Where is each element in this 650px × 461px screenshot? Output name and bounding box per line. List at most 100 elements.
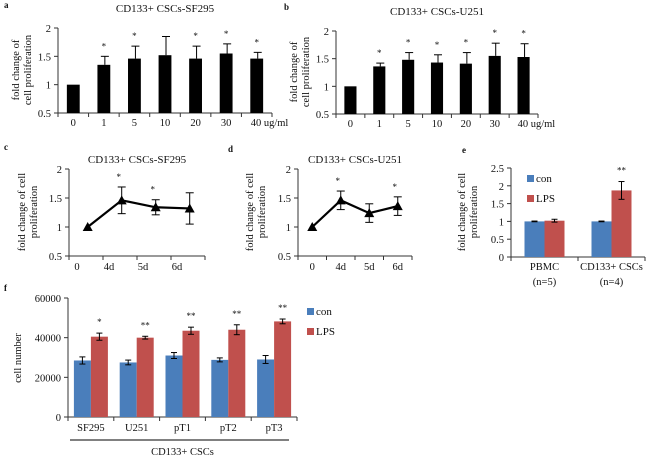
bar-lps xyxy=(90,336,108,417)
y-axis-label-line: proliferation xyxy=(469,185,480,238)
bar-lps xyxy=(274,321,292,417)
chart-panel-c: c CD133+ CSCs-SF295 fold change of cellpro… xyxy=(4,142,206,273)
significance-marker: ** xyxy=(278,303,288,313)
y-tick-label: 60000 xyxy=(35,294,61,305)
y-axis-label: fold change of cellproliferation xyxy=(17,173,40,252)
x-tick-label: pT2 xyxy=(220,423,237,434)
legend-swatch-lps xyxy=(527,195,534,202)
bar-con xyxy=(119,362,137,417)
data-point-triangle xyxy=(82,222,93,231)
bar-con xyxy=(591,221,612,257)
panel-letter: d xyxy=(228,144,233,154)
significance-marker: * xyxy=(377,48,382,58)
bar xyxy=(373,66,386,114)
x-tick-label: PBMC xyxy=(530,262,559,273)
significance-marker: * xyxy=(102,41,107,51)
y-tick-label: 20000 xyxy=(35,373,61,384)
y-tick-label: 1 xyxy=(499,217,504,228)
x-tick-label: 0 xyxy=(348,119,353,130)
significance-marker: ** xyxy=(141,320,151,330)
bar-con xyxy=(257,359,275,417)
data-line xyxy=(87,199,190,228)
significance-marker: * xyxy=(193,31,198,41)
y-tick-label: 1 xyxy=(46,81,51,92)
x-tick-label: CD133+ CSCs xyxy=(580,262,643,273)
y-tick-label: 1 xyxy=(57,223,62,234)
y-tick-label: 40000 xyxy=(35,334,61,345)
legend-swatch-lps xyxy=(307,328,314,335)
bar xyxy=(97,64,111,113)
chart-title: CD133+ CSCs-U251 xyxy=(390,6,484,18)
data-point-triangle xyxy=(116,195,127,205)
x-tick-label: SF295 xyxy=(77,423,104,434)
x-tick-label: 4d xyxy=(104,262,115,273)
bar xyxy=(128,58,141,113)
bar xyxy=(488,55,501,114)
bar-lps xyxy=(136,337,154,417)
chart-panel-e: e fold change of cellproliferation 0 0.5 1 1.… xyxy=(457,145,646,288)
panel-letter: a xyxy=(4,0,9,10)
y-tick-label: 0.5 xyxy=(278,252,291,263)
y-tick-label: 2 xyxy=(46,24,51,35)
y-axis-label-line: proliferation xyxy=(29,185,40,238)
y-tick-label: 0.5 xyxy=(316,110,329,121)
x-tick-label: 1 xyxy=(377,119,382,130)
y-tick-label: 0.5 xyxy=(491,235,504,246)
x-tick-label: 1 xyxy=(101,118,106,129)
y-tick-label: 2.5 xyxy=(491,164,504,175)
significance-marker: * xyxy=(150,185,155,195)
legend-swatch-con xyxy=(307,308,314,315)
y-tick-label: 0.5 xyxy=(38,109,51,120)
data-point-triangle xyxy=(335,195,346,205)
panel-letter: e xyxy=(462,145,466,155)
x-tick-label: 5d xyxy=(138,262,149,273)
bar-lps xyxy=(182,330,200,417)
x-tick-label: 10 xyxy=(160,118,171,129)
data-point-triangle xyxy=(364,208,375,218)
data-point-triangle xyxy=(150,202,161,212)
x-axis-label: CD133+ CSCs xyxy=(151,447,214,458)
legend-label-con: con xyxy=(536,173,552,185)
y-tick-label: 1.5 xyxy=(49,194,62,205)
significance-marker: * xyxy=(132,31,137,41)
chart-panel-d: d CD133+ CSCs-U251 fold change of cellprol… xyxy=(228,144,413,273)
bar xyxy=(250,58,264,113)
x-tick-label: 5 xyxy=(406,119,411,130)
bar-con xyxy=(165,355,183,417)
chart-title: CD133+ CSCs-SF295 xyxy=(116,3,215,15)
bar xyxy=(430,62,444,114)
x-tick-label: 6d xyxy=(393,262,404,273)
bar-lps xyxy=(611,190,632,257)
x-tick-label: 0 xyxy=(310,262,315,273)
y-axis-label-line: cell proliferation xyxy=(301,36,312,107)
panel-letter: f xyxy=(4,283,8,293)
y-tick-label: 1.5 xyxy=(491,200,504,211)
significance-marker: * xyxy=(254,37,259,47)
panel-letter: c xyxy=(4,142,8,152)
x-tick-label: 40 ug/ml xyxy=(251,118,289,129)
chart-title: CD133+ CSCs-SF295 xyxy=(88,154,187,166)
bar-lps xyxy=(228,329,246,417)
y-tick-label: 0 xyxy=(499,253,504,264)
bar xyxy=(219,53,233,113)
y-tick-label: 2 xyxy=(324,27,329,38)
y-axis-label: fold change of cellproliferation xyxy=(245,173,268,252)
data-point-triangle xyxy=(392,201,403,211)
chart-title: CD133+ CSCs-U251 xyxy=(308,154,402,166)
significance-marker: ** xyxy=(187,311,197,321)
y-tick-label: 0 xyxy=(56,413,61,424)
y-tick-label: 1.5 xyxy=(316,55,329,66)
bar xyxy=(459,63,472,114)
y-tick-label: 2 xyxy=(286,165,291,176)
bar xyxy=(402,59,415,114)
legend-label-lps: LPS xyxy=(536,193,555,205)
legend-label-con: con xyxy=(316,306,332,318)
y-tick-label: 1 xyxy=(324,82,329,93)
x-tick-label: 5d xyxy=(364,262,375,273)
x-tick-label: U251 xyxy=(125,423,148,434)
x-tick-label: 6d xyxy=(172,262,183,273)
y-tick-label: 1.5 xyxy=(278,194,291,205)
significance-marker: * xyxy=(492,28,497,38)
significance-marker: * xyxy=(97,317,102,327)
